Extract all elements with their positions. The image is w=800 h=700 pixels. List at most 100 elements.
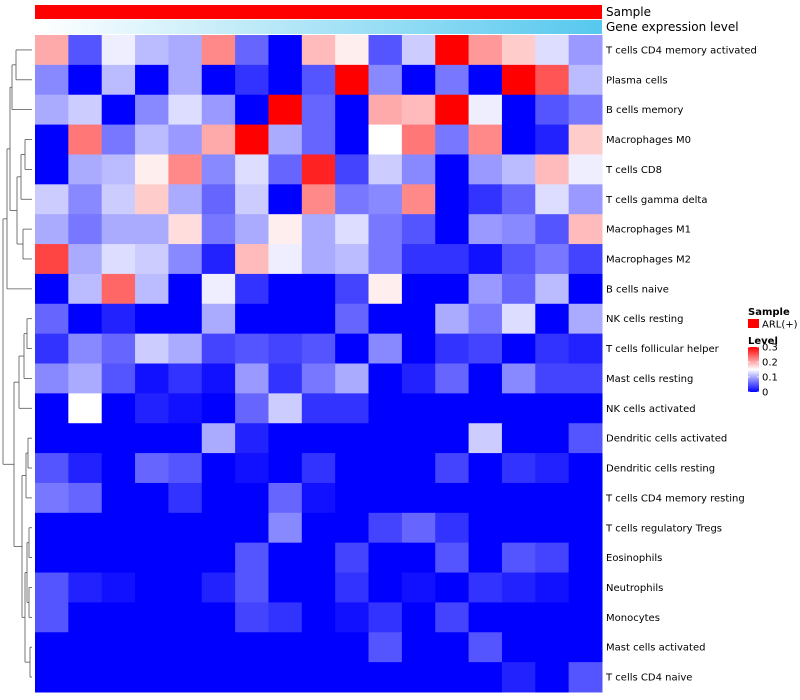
heatmap-cell: [401, 453, 436, 484]
heatmap-cell: [301, 542, 336, 574]
heatmap-cell: [468, 124, 503, 155]
heatmap-cell: [201, 512, 236, 544]
heatmap-cell: [468, 244, 503, 275]
heatmap-cell: [168, 124, 203, 155]
heatmap-cell: [168, 273, 203, 305]
heatmap-cell: [368, 64, 403, 96]
heatmap-cell: [101, 662, 136, 693]
heatmap-cell: [35, 214, 69, 245]
sample-track-label: Sample: [606, 5, 651, 19]
heatmap-cell: [235, 154, 269, 185]
heatmap-cell: [401, 273, 436, 305]
heatmap-cell: [335, 662, 370, 693]
heatmap-cell: [368, 632, 403, 663]
heatmap-cell: [235, 94, 269, 126]
row-label: Plasma cells: [606, 75, 668, 86]
heatmap-cell: [535, 363, 570, 394]
row-label: B cells naive: [606, 284, 669, 295]
heatmap-cell: [135, 662, 169, 693]
heatmap-cell: [535, 662, 570, 693]
heatmap-cell: [101, 423, 136, 454]
heatmap-cell: [101, 453, 136, 484]
heatmap-cell: [101, 214, 136, 245]
heatmap-cell: [235, 572, 269, 603]
heatmap-cell: [101, 333, 136, 364]
heatmap-cell: [301, 602, 336, 633]
legend-ticks: 0.3 0.2 0.1 0: [748, 343, 778, 399]
heatmap-cell: [168, 482, 203, 514]
heatmap-cell: [368, 512, 403, 544]
heatmap-cell: [535, 273, 570, 305]
heatmap-cell: [35, 94, 69, 126]
heatmap-cell: [468, 273, 503, 305]
row-label: Mast cells activated: [606, 643, 705, 654]
heatmap-cell: [435, 184, 470, 215]
heatmap-cell: [201, 303, 236, 335]
heatmap-cell: [368, 214, 403, 245]
heatmap-cell: [168, 184, 203, 215]
row-label: NK cells activated: [606, 404, 696, 415]
heatmap-cell: [535, 602, 570, 633]
heatmap-cell: [535, 124, 570, 155]
heatmap-cell: [235, 602, 269, 633]
heatmap-cell: [301, 64, 336, 96]
heatmap-cell: [501, 333, 536, 364]
heatmap-cell: [235, 333, 269, 364]
legend-tick-label: 0.2: [762, 358, 778, 369]
heatmap-cell: [268, 632, 303, 663]
row-label: B cells memory: [606, 105, 683, 116]
heatmap-cell: [335, 303, 370, 335]
heatmap-cell: [68, 423, 103, 454]
heatmap-cell: [435, 94, 470, 126]
heatmap-cell: [35, 273, 69, 305]
heatmap-cell: [135, 184, 169, 215]
sample-annotation-bar: [35, 5, 602, 19]
heatmap-cell: [568, 184, 603, 215]
heatmap-cell: [135, 393, 169, 424]
heatmap-cell: [201, 154, 236, 185]
heatmap-cell: [368, 244, 403, 275]
heatmap-cell: [335, 214, 370, 245]
heatmap-cell: [201, 64, 236, 96]
heatmap-cell: [368, 482, 403, 514]
heatmap-cell: [468, 632, 503, 663]
heatmap-cell: [401, 602, 436, 633]
heatmap-cell: [368, 393, 403, 424]
heatmap-cell: [301, 94, 336, 126]
heatmap-cell: [568, 542, 603, 574]
heatmap-cell: [101, 512, 136, 544]
heatmap-cell: [401, 124, 436, 155]
heatmap-cell: [501, 94, 536, 126]
heatmap-cell: [68, 244, 103, 275]
heatmap-cell: [401, 632, 436, 663]
heatmap-cell: [435, 363, 470, 394]
heatmap-cell: [35, 423, 69, 454]
heatmap-cell: [401, 393, 436, 424]
heatmap-cell: [268, 542, 303, 574]
heatmap-cell: [268, 35, 303, 66]
heatmap-cell: [535, 632, 570, 663]
heatmap-cell: [101, 94, 136, 126]
heatmap-cell: [168, 333, 203, 364]
legend-sample-entry: ARL(+): [762, 320, 798, 331]
heatmap-cell: [301, 632, 336, 663]
heatmap-cell: [468, 572, 503, 603]
legend-colorbar: [748, 347, 759, 392]
heatmap-cells: [35, 35, 603, 693]
heatmap-cell: [468, 453, 503, 484]
heatmap-cell: [435, 512, 470, 544]
heatmap-cell: [235, 542, 269, 574]
heatmap-cell: [235, 303, 269, 335]
heatmap-cell: [335, 184, 370, 215]
heatmap-cell: [501, 393, 536, 424]
heatmap-cell: [235, 453, 269, 484]
heatmap-cell: [468, 154, 503, 185]
heatmap-cell: [501, 154, 536, 185]
heatmap-cell: [435, 303, 470, 335]
heatmap-cell: [501, 632, 536, 663]
heatmap-cell: [201, 542, 236, 574]
heatmap-cell: [301, 363, 336, 394]
heatmap-cell: [468, 35, 503, 66]
row-label: Dendritic cells resting: [606, 464, 715, 475]
heatmap-cell: [135, 333, 169, 364]
